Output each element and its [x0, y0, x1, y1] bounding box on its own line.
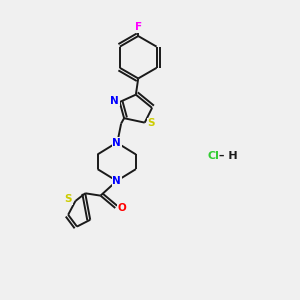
Text: S: S [147, 118, 155, 128]
Text: O: O [117, 203, 126, 213]
Text: – H: – H [215, 151, 237, 161]
Text: N: N [112, 176, 121, 186]
Text: F: F [135, 22, 142, 32]
Text: N: N [112, 138, 121, 148]
Text: N: N [110, 95, 119, 106]
Text: Cl: Cl [207, 151, 219, 161]
Text: S: S [64, 194, 72, 205]
